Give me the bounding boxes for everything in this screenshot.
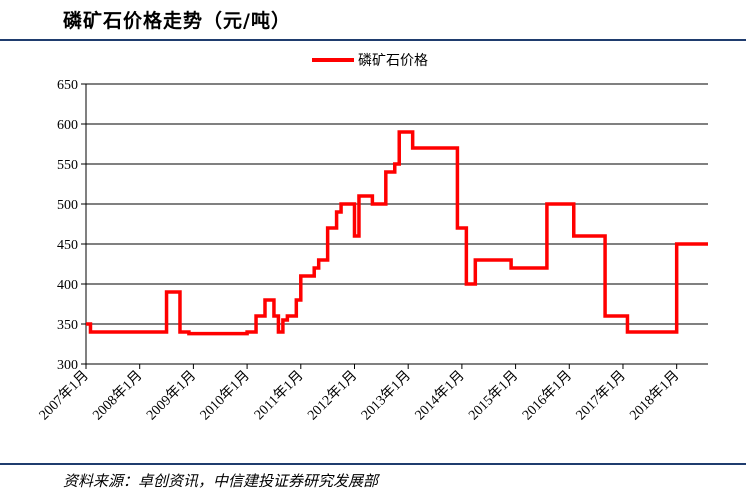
x-tick-label: 2017年1月 (573, 368, 629, 424)
y-tick-label: 350 (57, 318, 78, 333)
legend-label: 磷矿石价格 (358, 53, 428, 69)
x-axis-ticks: 2007年1月2008年1月2009年1月2010年1月2011年1月2012年… (36, 364, 683, 423)
x-tick-label: 2010年1月 (197, 368, 253, 424)
y-tick-label: 550 (57, 158, 78, 173)
legend: 磷矿石价格 (312, 53, 428, 69)
x-tick-label: 2008年1月 (90, 368, 146, 424)
x-tick-label: 2007年1月 (36, 368, 92, 424)
axes (85, 84, 708, 365)
x-tick-label: 2009年1月 (143, 368, 199, 424)
x-tick-label: 2015年1月 (466, 368, 522, 424)
chart-title: 磷矿石价格走势（元/吨） (63, 10, 291, 32)
bottom-rule (0, 463, 746, 465)
grid-lines (86, 83, 708, 325)
x-tick-label: 2013年1月 (358, 368, 414, 424)
x-tick-label: 2012年1月 (304, 368, 360, 424)
series-line (86, 130, 708, 336)
y-tick-label: 600 (57, 118, 78, 133)
top-rule (0, 39, 746, 41)
y-axis-ticks: 300 350 400 450 500 550 600 650 (57, 78, 86, 373)
series-layer (86, 130, 708, 336)
y-tick-label: 650 (57, 78, 78, 93)
source-note: 资料来源：卓创资讯，中信建投证券研究发展部 (63, 472, 379, 490)
y-tick-label: 500 (57, 198, 78, 213)
x-tick-label: 2011年1月 (251, 368, 306, 423)
y-tick-label: 450 (57, 238, 78, 253)
x-tick-label: 2018年1月 (627, 368, 683, 424)
y-tick-label: 400 (57, 278, 78, 293)
y-tick-label: 300 (57, 358, 78, 373)
x-tick-label: 2016年1月 (519, 368, 575, 424)
x-tick-label: 2014年1月 (412, 368, 468, 424)
